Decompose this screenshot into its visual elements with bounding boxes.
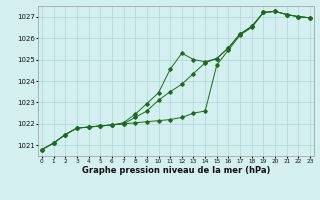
X-axis label: Graphe pression niveau de la mer (hPa): Graphe pression niveau de la mer (hPa) bbox=[82, 166, 270, 175]
